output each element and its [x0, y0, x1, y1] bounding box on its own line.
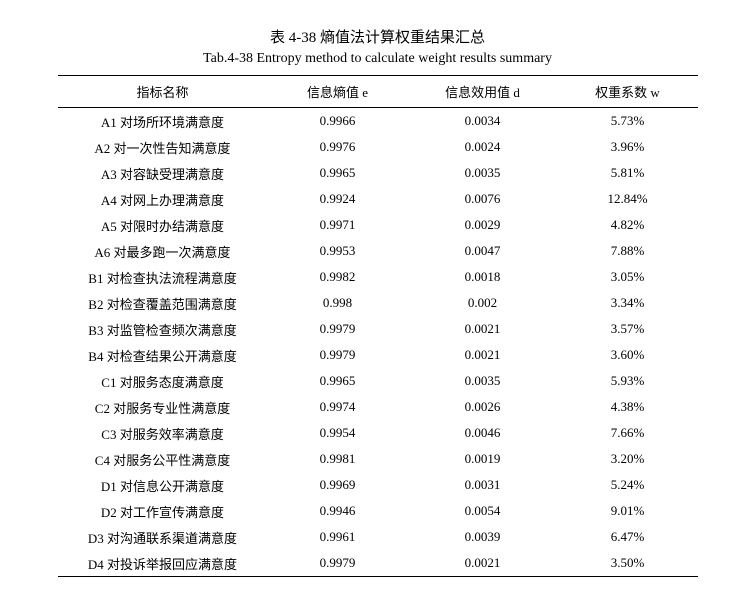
table-cell: 0.9979: [268, 342, 408, 368]
table-cell: 0.0021: [408, 550, 558, 577]
table-cell: 9.01%: [558, 498, 698, 524]
table-cell: 0.0076: [408, 186, 558, 212]
table-title-cn: 表 4-38 熵值法计算权重结果汇总: [40, 26, 715, 47]
table-cell: 3.20%: [558, 446, 698, 472]
table-cell: 6.47%: [558, 524, 698, 550]
table-cell: 0.9981: [268, 446, 408, 472]
table-title-en: Tab.4-38 Entropy method to calculate wei…: [40, 51, 715, 67]
table-row: B2 对检查覆盖范围满意度0.9980.0023.34%: [58, 290, 698, 316]
table-cell: D1 对信息公开满意度: [58, 472, 268, 498]
table-row: B1 对检查执法流程满意度0.99820.00183.05%: [58, 264, 698, 290]
table-cell: D2 对工作宣传满意度: [58, 498, 268, 524]
table-cell: 0.9979: [268, 550, 408, 577]
table-cell: A2 对一次性告知满意度: [58, 134, 268, 160]
table-row: C3 对服务效率满意度0.99540.00467.66%: [58, 420, 698, 446]
table-row: D4 对投诉举报回应满意度0.99790.00213.50%: [58, 550, 698, 577]
table-cell: 0.0024: [408, 134, 558, 160]
table-cell: B3 对监管检查频次满意度: [58, 316, 268, 342]
table-cell: 0.9946: [268, 498, 408, 524]
table-cell: 7.66%: [558, 420, 698, 446]
table-cell: 0.0021: [408, 316, 558, 342]
table-row: D3 对沟通联系渠道满意度0.99610.00396.47%: [58, 524, 698, 550]
col-header-entropy: 信息熵值 e: [268, 76, 408, 108]
table-cell: 0.9976: [268, 134, 408, 160]
table-cell: 0.0039: [408, 524, 558, 550]
table-cell: 0.002: [408, 290, 558, 316]
table-cell: B2 对检查覆盖范围满意度: [58, 290, 268, 316]
table-cell: 0.0018: [408, 264, 558, 290]
table-cell: 4.82%: [558, 212, 698, 238]
table-cell: 0.9965: [268, 160, 408, 186]
col-header-weight: 权重系数 w: [558, 76, 698, 108]
table-cell: A5 对限时办结满意度: [58, 212, 268, 238]
table-cell: 0.0021: [408, 342, 558, 368]
table-cell: A3 对容缺受理满意度: [58, 160, 268, 186]
table-cell: D3 对沟通联系渠道满意度: [58, 524, 268, 550]
table-cell: 0.0031: [408, 472, 558, 498]
table-cell: 5.93%: [558, 368, 698, 394]
table-cell: 3.34%: [558, 290, 698, 316]
table-cell: 5.24%: [558, 472, 698, 498]
table-cell: 5.73%: [558, 108, 698, 135]
table-cell: 0.0054: [408, 498, 558, 524]
table-row: B4 对检查结果公开满意度0.99790.00213.60%: [58, 342, 698, 368]
table-cell: 3.60%: [558, 342, 698, 368]
table-cell: 0.9965: [268, 368, 408, 394]
table-body: A1 对场所环境满意度0.99660.00345.73%A2 对一次性告知满意度…: [58, 108, 698, 577]
table-cell: C4 对服务公平性满意度: [58, 446, 268, 472]
table-cell: 0.9966: [268, 108, 408, 135]
table-cell: 0.9953: [268, 238, 408, 264]
table-cell: 12.84%: [558, 186, 698, 212]
table-cell: 0.9969: [268, 472, 408, 498]
table-cell: 0.0035: [408, 160, 558, 186]
table-row: D1 对信息公开满意度0.99690.00315.24%: [58, 472, 698, 498]
table-cell: 0.0029: [408, 212, 558, 238]
table-row: A3 对容缺受理满意度0.99650.00355.81%: [58, 160, 698, 186]
col-header-name: 指标名称: [58, 76, 268, 108]
table-cell: 0.9961: [268, 524, 408, 550]
table-cell: 4.38%: [558, 394, 698, 420]
entropy-weight-table: 指标名称 信息熵值 e 信息效用值 d 权重系数 w A1 对场所环境满意度0.…: [58, 75, 698, 577]
table-cell: B4 对检查结果公开满意度: [58, 342, 268, 368]
table-cell: 0.0019: [408, 446, 558, 472]
table-cell: A6 对最多跑一次满意度: [58, 238, 268, 264]
table-cell: 0.9979: [268, 316, 408, 342]
table-row: A4 对网上办理满意度0.99240.007612.84%: [58, 186, 698, 212]
table-cell: 0.0046: [408, 420, 558, 446]
table-row: C4 对服务公平性满意度0.99810.00193.20%: [58, 446, 698, 472]
table-header-row: 指标名称 信息熵值 e 信息效用值 d 权重系数 w: [58, 76, 698, 108]
table-cell: 0.9971: [268, 212, 408, 238]
table-row: A6 对最多跑一次满意度0.99530.00477.88%: [58, 238, 698, 264]
table-cell: 0.0035: [408, 368, 558, 394]
table-cell: 0.9954: [268, 420, 408, 446]
table-cell: 7.88%: [558, 238, 698, 264]
table-cell: C1 对服务态度满意度: [58, 368, 268, 394]
table-cell: A4 对网上办理满意度: [58, 186, 268, 212]
table-cell: 3.50%: [558, 550, 698, 577]
table-row: C2 对服务专业性满意度0.99740.00264.38%: [58, 394, 698, 420]
table-row: A1 对场所环境满意度0.99660.00345.73%: [58, 108, 698, 135]
table-cell: 0.9924: [268, 186, 408, 212]
table-row: D2 对工作宣传满意度0.99460.00549.01%: [58, 498, 698, 524]
table-cell: 5.81%: [558, 160, 698, 186]
table-cell: 3.57%: [558, 316, 698, 342]
table-cell: C2 对服务专业性满意度: [58, 394, 268, 420]
table-cell: 3.05%: [558, 264, 698, 290]
table-cell: 0.0047: [408, 238, 558, 264]
table-cell: 0.9974: [268, 394, 408, 420]
table-cell: C3 对服务效率满意度: [58, 420, 268, 446]
table-cell: 3.96%: [558, 134, 698, 160]
table-cell: B1 对检查执法流程满意度: [58, 264, 268, 290]
table-cell: 0.9982: [268, 264, 408, 290]
table-row: B3 对监管检查频次满意度0.99790.00213.57%: [58, 316, 698, 342]
table-cell: 0.998: [268, 290, 408, 316]
table-cell: 0.0026: [408, 394, 558, 420]
table-row: A2 对一次性告知满意度0.99760.00243.96%: [58, 134, 698, 160]
table-cell: A1 对场所环境满意度: [58, 108, 268, 135]
col-header-utility: 信息效用值 d: [408, 76, 558, 108]
table-row: C1 对服务态度满意度0.99650.00355.93%: [58, 368, 698, 394]
table-cell: D4 对投诉举报回应满意度: [58, 550, 268, 577]
table-cell: 0.0034: [408, 108, 558, 135]
table-row: A5 对限时办结满意度0.99710.00294.82%: [58, 212, 698, 238]
